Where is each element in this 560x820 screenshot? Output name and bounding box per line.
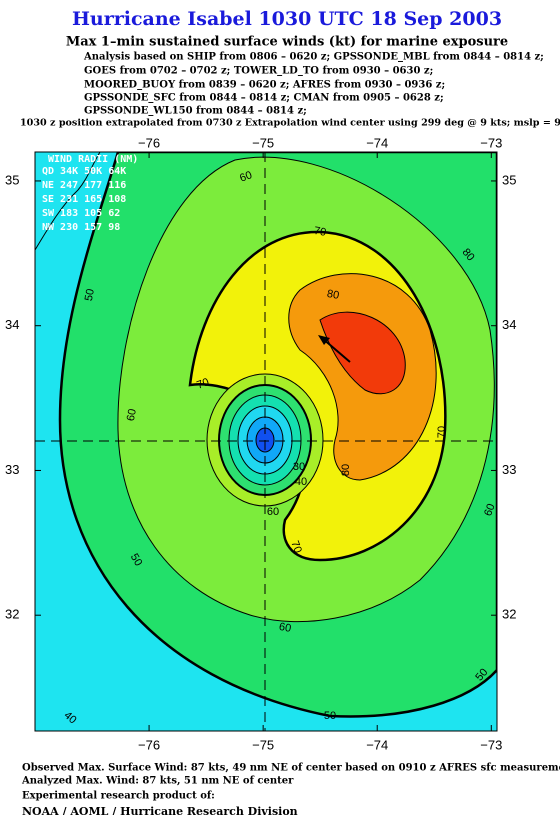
field-85 <box>319 311 406 395</box>
footer-line: Analyzed Max. Wind: 87 kts, 51 nm NE of … <box>21 776 294 787</box>
contour-label: 70 <box>288 539 303 555</box>
contour-label: 60 <box>238 169 254 184</box>
contour-label: 60 <box>482 502 497 518</box>
x-tick-label: −74 <box>366 737 388 752</box>
x-tick-label: −75 <box>252 135 274 150</box>
contour-label: 80 <box>326 288 340 302</box>
contour-label: 80 <box>340 464 352 476</box>
contour-label: 70 <box>436 426 448 438</box>
y-tick-label: 32 <box>502 607 516 622</box>
y-tick-label: 33 <box>5 462 19 477</box>
x-tick-label: −73 <box>480 737 502 752</box>
title: Hurricane Isabel 1030 UTC 18 Sep 2003 <box>72 8 502 30</box>
analysis-line: MOORED_BUOY from 0839 – 0620 z; AFRES fr… <box>84 80 445 91</box>
wind-radii-row: SW 183 105 62 <box>42 208 120 219</box>
footer-line: Observed Max. Surface Wind: 87 kts, 49 n… <box>22 763 560 774</box>
y-tick-label: 35 <box>5 172 19 187</box>
analysis-line: GOES from 0702 – 0702 z; TOWER_LD_TO fro… <box>84 66 433 77</box>
motion-arrow-head <box>318 335 330 345</box>
x-tick-label: −75 <box>252 737 274 752</box>
contour-label: 60 <box>267 506 279 518</box>
analysis-line: Analysis based on SHIP from 0806 – 0620 … <box>83 52 544 63</box>
contour-label: 50 <box>128 552 145 569</box>
contour-label: 60 <box>278 621 292 635</box>
coastline <box>35 152 101 251</box>
wind-radii-row: NE 247 177 116 <box>42 180 126 191</box>
y-tick-label: 34 <box>502 317 516 332</box>
motion-arrow <box>321 337 351 363</box>
contour-label: 50 <box>324 710 336 722</box>
position-note: 1030 z position extrapolated from 0730 z… <box>20 118 560 129</box>
contour-label: 70 <box>195 376 211 391</box>
x-tick-label: −76 <box>138 737 160 752</box>
plot-frame <box>34 151 498 732</box>
x-tick-label: −73 <box>480 135 502 150</box>
wind-radii-row: SE 231 165 108 <box>42 194 126 205</box>
wind-radii-row: NW 230 157 98 <box>42 222 120 233</box>
contour-label: 50 <box>83 288 97 302</box>
wind-radii-header: QD 34K 50K 64K <box>42 166 126 177</box>
subtitle: Max 1–min sustained surface winds (kt) f… <box>66 35 508 50</box>
contour-label: 30 <box>293 461 305 473</box>
y-tick-label: 32 <box>5 607 19 622</box>
x-tick-label: −76 <box>138 135 160 150</box>
footer-line: Experimental research product of: <box>22 791 215 802</box>
x-tick-label: −74 <box>366 135 388 150</box>
contour-label: 70 <box>313 225 327 239</box>
y-tick-label: 35 <box>502 172 516 187</box>
analysis-line: GPSSONDE_WL150 from 0844 – 0814 z; <box>84 106 307 117</box>
y-tick-label: 33 <box>502 462 516 477</box>
y-tick-label: 34 <box>5 317 19 332</box>
contour-label: 60 <box>125 408 139 422</box>
footer-line: NOAA / AOML / Hurricane Research Divisio… <box>22 805 298 815</box>
analysis-line: GPSSONDE_SFC from 0844 – 0814 z; CMAN fr… <box>84 93 444 104</box>
wind-field <box>35 152 497 731</box>
contour-label: 40 <box>295 476 307 488</box>
wind-radii-title: WIND RADII (NM) <box>48 154 138 165</box>
